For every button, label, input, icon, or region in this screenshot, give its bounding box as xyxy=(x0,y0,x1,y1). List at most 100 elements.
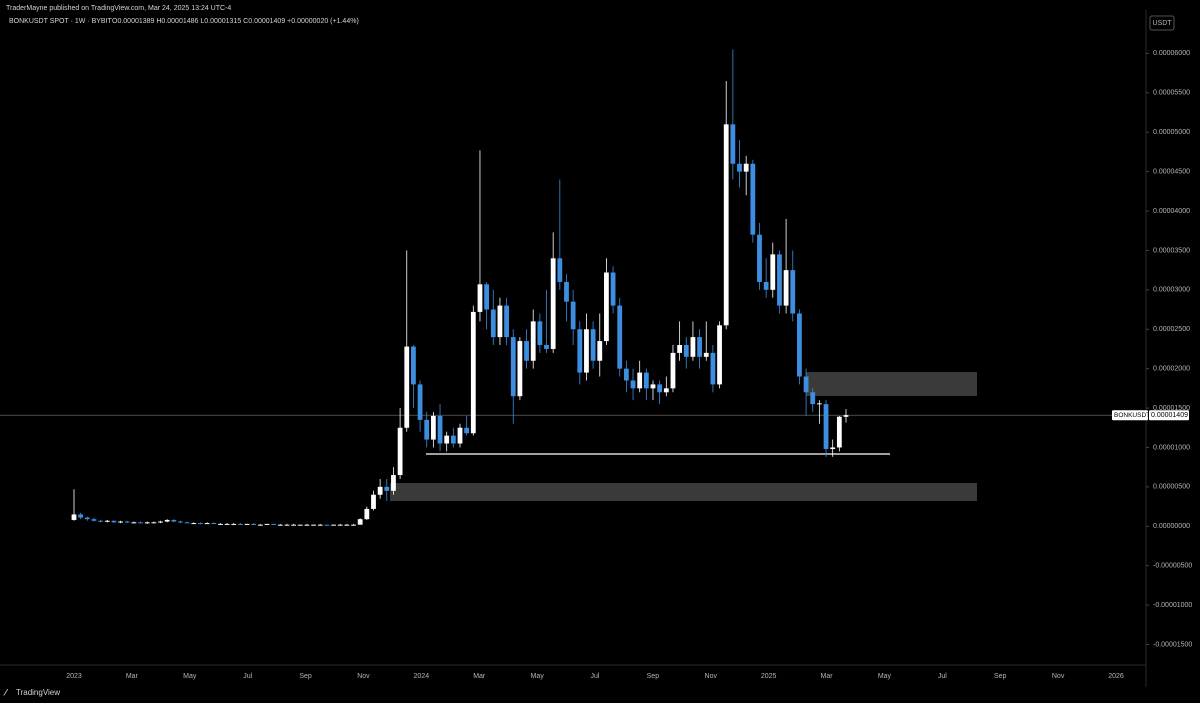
price-tag: 0.00001409 xyxy=(1151,412,1188,419)
candle-body xyxy=(697,337,702,357)
candle-body xyxy=(391,475,396,491)
candle-body xyxy=(550,258,556,349)
x-tick-label: Mar xyxy=(473,673,486,680)
candle-body xyxy=(590,329,596,361)
candle-body xyxy=(331,524,336,526)
candle-body xyxy=(178,521,183,523)
candle-body xyxy=(790,270,796,314)
candle-body xyxy=(311,524,316,526)
price-tag-box xyxy=(1149,410,1189,421)
candle-body xyxy=(683,345,689,357)
candle-body xyxy=(271,523,277,525)
candle-body xyxy=(730,124,736,164)
candle-body xyxy=(750,163,756,235)
candle-body xyxy=(371,494,376,509)
y-tick-label: 0.00001500 xyxy=(1153,405,1190,412)
candle-body xyxy=(351,524,356,526)
candle-body xyxy=(537,321,543,345)
supply-zone xyxy=(806,372,977,396)
y-tick-label: 0.00004500 xyxy=(1153,168,1190,175)
y-tick-label: 0.00003500 xyxy=(1153,247,1190,254)
candle-body xyxy=(124,521,130,523)
candle-body xyxy=(643,372,649,389)
candle-body xyxy=(257,524,263,526)
candle-body xyxy=(564,281,569,302)
currency: USDT xyxy=(1152,20,1172,27)
candle-body xyxy=(637,372,643,389)
candle-body xyxy=(737,163,742,172)
x-tick-label: May xyxy=(878,673,892,680)
publisher-line: TraderMayne published on TradingView.com… xyxy=(6,5,231,12)
candle-body xyxy=(450,435,456,444)
candle-body xyxy=(810,392,816,405)
candle-body xyxy=(663,388,669,393)
symbol-tag: BONKUSDT xyxy=(1114,412,1150,419)
candle-body xyxy=(218,523,223,525)
x-tick-label: Jul xyxy=(243,673,252,680)
y-tick-label: 0.00000500 xyxy=(1153,484,1190,491)
candle-body xyxy=(284,524,290,526)
candle-body xyxy=(304,524,310,526)
candle-body xyxy=(504,305,509,338)
candle-body xyxy=(424,419,430,440)
candle-body xyxy=(843,415,849,417)
candle-body xyxy=(470,311,476,434)
demand-zone xyxy=(390,483,977,501)
candle-body xyxy=(104,520,110,522)
candle-body xyxy=(803,376,809,393)
candle-body xyxy=(377,486,383,495)
candle-body xyxy=(770,254,776,290)
candle-body xyxy=(816,403,822,405)
symbol-tag-box xyxy=(1112,410,1148,421)
y-tick-label: 0.00000000 xyxy=(1153,523,1190,530)
candle-body xyxy=(151,522,157,524)
x-tick-label: Sep xyxy=(647,673,660,680)
candle-body xyxy=(710,352,716,385)
candle-body xyxy=(211,523,217,525)
candle-body xyxy=(291,524,297,526)
candle-body xyxy=(277,524,283,526)
x-tick-label: Sep xyxy=(994,673,1007,680)
brand-logo: ⁄ xyxy=(3,687,9,697)
candle-body xyxy=(544,345,549,349)
candle-body xyxy=(244,523,250,525)
candle-body xyxy=(198,523,203,525)
y-tick-label: 0.00002000 xyxy=(1153,365,1190,372)
candle-body xyxy=(71,514,77,520)
candle-body xyxy=(570,301,576,330)
candle-body xyxy=(317,524,323,526)
candle-body xyxy=(670,352,676,389)
candle-body xyxy=(510,337,516,397)
symbol: BONKUSDT SPOT · 1W · BYBIT xyxy=(9,18,113,25)
candle-body xyxy=(397,427,403,476)
candle-body xyxy=(91,519,97,521)
candle-body xyxy=(524,341,529,361)
x-tick-label: Nov xyxy=(357,673,370,680)
candle-body xyxy=(444,435,450,444)
candle-body xyxy=(264,523,270,525)
x-tick-label: Nov xyxy=(705,673,718,680)
candle-body xyxy=(557,258,563,282)
y-tick-label: -0.00000500 xyxy=(1153,563,1192,570)
candle-body xyxy=(191,523,197,525)
x-tick-label: 2026 xyxy=(1108,673,1124,680)
candle-body xyxy=(231,523,237,525)
candle-body xyxy=(437,415,443,444)
x-tick-label: Jul xyxy=(591,673,600,680)
candle-body xyxy=(251,523,257,525)
x-tick-label: May xyxy=(183,673,197,680)
candle-body xyxy=(144,522,150,524)
candle-body xyxy=(344,524,350,526)
x-tick-label: 2024 xyxy=(414,673,430,680)
candle-body xyxy=(204,523,210,525)
candle-body xyxy=(797,313,802,377)
candle-body xyxy=(430,415,436,440)
candle-body xyxy=(597,341,603,361)
candle-body xyxy=(164,519,170,522)
candle-body xyxy=(677,345,683,353)
candle-body xyxy=(84,517,90,520)
y-tick-label: -0.00001000 xyxy=(1153,602,1192,609)
candle-body xyxy=(324,524,330,526)
candle-body xyxy=(763,281,769,290)
